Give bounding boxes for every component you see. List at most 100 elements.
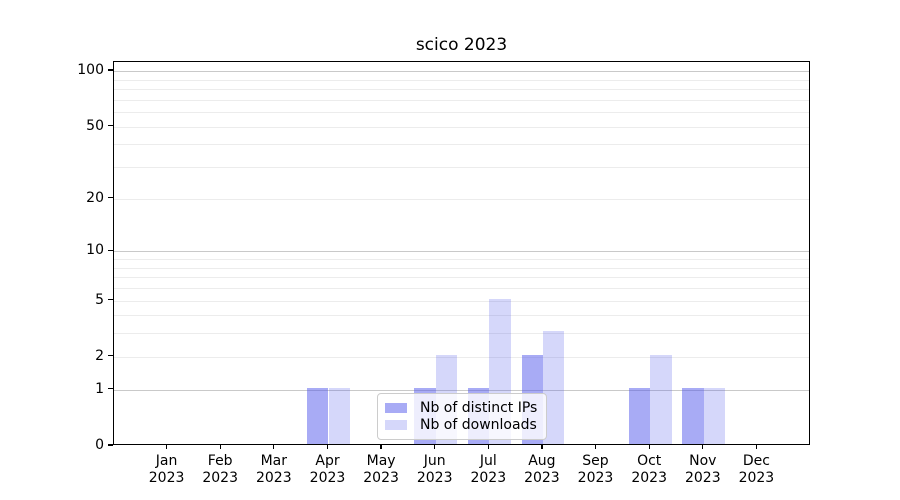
y-axis-tick-label: 20 <box>86 189 104 206</box>
x-tick-year: 2023 <box>738 470 775 486</box>
minor-gridline <box>114 144 809 146</box>
y-axis-tick <box>108 124 113 127</box>
y-axis-tick-label: 1 <box>95 380 104 397</box>
x-axis-tick <box>273 445 275 449</box>
x-axis-tick <box>326 445 329 449</box>
bar-distinct-ips <box>682 387 704 444</box>
x-tick-month: Jun <box>423 453 446 469</box>
major-gridline <box>114 251 809 253</box>
y-axis-tick <box>108 298 113 301</box>
minor-gridline <box>114 112 809 114</box>
x-axis-tick-label: Oct 2023 <box>617 453 681 487</box>
x-axis-tick-label: Sep 2023 <box>564 453 628 487</box>
x-axis-tick <box>487 445 489 449</box>
x-tick-year: 2023 <box>577 470 614 486</box>
y-axis-tick-label: 5 <box>95 291 104 308</box>
y-axis-tick-label: 50 <box>86 117 104 134</box>
bar-downloads <box>650 354 672 444</box>
x-tick-year: 2023 <box>631 470 667 486</box>
x-axis-tick <box>541 445 543 449</box>
minor-gridline <box>114 126 809 128</box>
bar-downloads <box>703 387 726 444</box>
x-axis-tick <box>594 445 597 449</box>
chart-title: scico 2023 <box>415 35 508 55</box>
x-axis-tick-label: May 2023 <box>349 453 413 487</box>
minor-gridline <box>114 79 809 81</box>
x-axis-tick-label: Jun 2023 <box>403 453 467 487</box>
x-tick-year: 2023 <box>470 470 507 486</box>
minor-gridline <box>114 315 809 317</box>
x-axis-tick <box>702 445 704 449</box>
x-tick-month: Apr <box>315 453 340 469</box>
x-axis-tick <box>165 445 168 449</box>
bar-downloads <box>542 331 565 444</box>
legend: Nb of distinct IPs Nb of downloads <box>377 393 548 440</box>
x-tick-month: Oct <box>637 453 662 469</box>
legend-swatch-downloads <box>385 420 407 430</box>
minor-gridline <box>114 267 809 269</box>
y-axis-tick-label: 2 <box>95 347 104 364</box>
x-axis-tick-label: Jul 2023 <box>456 453 520 487</box>
x-tick-month: Mar <box>260 453 287 469</box>
minor-gridline <box>114 89 809 90</box>
x-tick-year: 2023 <box>148 470 185 486</box>
x-axis-tick <box>434 445 436 449</box>
x-tick-month: May <box>366 453 396 469</box>
major-gridline <box>114 71 809 73</box>
x-axis-tick-label: Mar 2023 <box>242 453 306 487</box>
y-axis-tick <box>108 69 113 71</box>
minor-gridline <box>114 259 809 260</box>
minor-gridline <box>114 333 809 335</box>
minor-gridline <box>114 287 809 289</box>
legend-swatch-distinct-ips <box>385 403 407 413</box>
y-axis-tick <box>108 388 113 390</box>
x-axis-tick <box>648 445 650 449</box>
legend-label-distinct-ips: Nb of distinct IPs <box>420 400 538 416</box>
legend-entry-downloads: Nb of downloads <box>385 417 537 433</box>
minor-gridline <box>114 300 809 302</box>
x-tick-month: Dec <box>742 453 770 469</box>
bar-distinct-ips <box>628 387 651 444</box>
legend-entry-distinct-ips: Nb of distinct IPs <box>385 400 537 416</box>
bar-distinct-ips <box>307 387 329 444</box>
y-axis-tick <box>108 197 113 199</box>
legend-label-downloads: Nb of downloads <box>420 417 537 433</box>
x-axis-tick <box>380 445 382 449</box>
y-axis-tick-label: 100 <box>77 62 104 79</box>
y-axis-tick-label: 0 <box>95 437 104 453</box>
x-tick-year: 2023 <box>416 470 453 486</box>
x-tick-year: 2023 <box>524 470 560 486</box>
major-gridline <box>114 389 809 391</box>
x-tick-year: 2023 <box>684 470 721 486</box>
minor-gridline <box>114 198 809 200</box>
plot-area <box>113 61 810 445</box>
x-tick-year: 2023 <box>309 470 346 486</box>
y-axis-tick <box>108 355 113 357</box>
x-axis-tick-label: Apr 2023 <box>296 453 360 487</box>
x-tick-month: Sep <box>582 453 609 469</box>
x-tick-month: Nov <box>689 453 717 469</box>
x-axis-tick-label: Feb 2023 <box>188 453 252 487</box>
x-axis-tick-label: Jan 2023 <box>135 453 199 487</box>
x-tick-month: Jan <box>155 453 178 469</box>
x-tick-year: 2023 <box>363 470 399 486</box>
x-axis-tick <box>755 445 758 449</box>
y-axis-tick <box>108 249 113 251</box>
x-tick-month: Feb <box>207 453 233 469</box>
x-axis-tick <box>219 445 221 449</box>
x-axis-tick-label: Dec 2023 <box>724 453 788 487</box>
minor-gridline <box>114 356 809 358</box>
minor-gridline <box>114 99 809 101</box>
x-axis-tick-label: Nov 2023 <box>671 453 735 487</box>
x-axis-tick-label: Aug 2023 <box>510 453 574 487</box>
x-tick-month: Aug <box>528 453 556 469</box>
minor-gridline <box>114 277 809 279</box>
x-tick-year: 2023 <box>255 470 292 486</box>
x-tick-year: 2023 <box>202 470 238 486</box>
x-tick-month: Jul <box>479 453 497 469</box>
y-axis-tick <box>108 444 113 446</box>
bar-downloads <box>328 387 350 444</box>
y-axis-tick-label: 10 <box>86 242 104 259</box>
minor-gridline <box>114 167 809 169</box>
